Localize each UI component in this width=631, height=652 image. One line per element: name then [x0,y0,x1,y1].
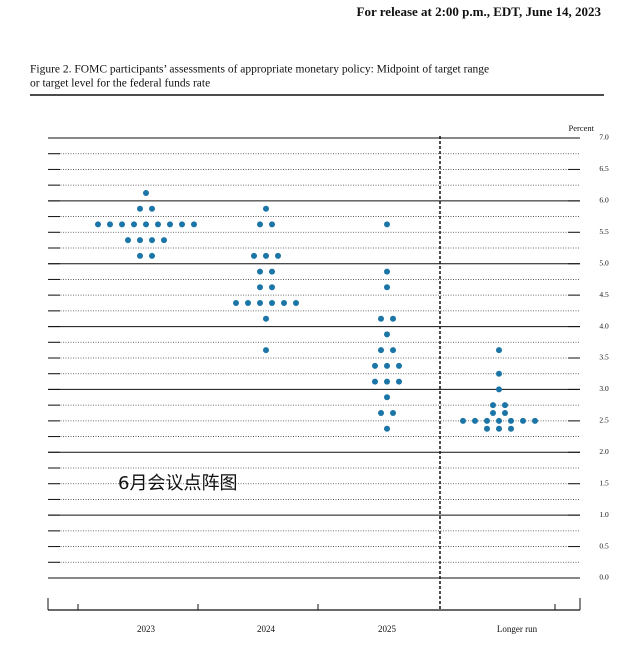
dot [149,205,155,212]
dot [496,386,502,393]
dot [472,417,478,424]
y-tick-label: 0.5 [599,541,609,550]
dot [263,205,269,212]
dot [496,425,502,432]
dot [251,252,257,259]
dot [372,378,378,385]
y-tick-label: 0.0 [599,573,609,582]
chart-title: Figure 2. FOMC participants’ assessments… [30,64,489,76]
y-tick-label: 3.5 [599,353,609,362]
dot [167,221,173,228]
dot [191,221,197,228]
dot [257,268,263,275]
dot [372,362,378,369]
dot [496,417,502,424]
y-tick-label: 2.5 [599,416,609,425]
x-tick-label: Longer run [497,624,538,634]
dot [263,347,269,354]
dot [396,362,402,369]
dot [137,252,143,259]
dot [384,331,390,338]
dot [107,221,113,228]
dot [384,362,390,369]
dot [125,237,131,244]
dot [269,268,275,275]
dot [257,284,263,291]
dot [95,221,101,228]
dot [508,425,514,432]
dot [532,417,538,424]
y-axis-label: Percent [569,123,595,133]
dot [390,315,396,322]
dot [384,268,390,275]
dot [496,347,502,354]
y-tick-label: 5.5 [599,227,609,236]
dot [179,221,185,228]
dot [384,284,390,291]
release-header: For release at 2:00 p.m., EDT, June 14, … [357,4,602,19]
dot [293,300,299,306]
y-tick-label: 3.0 [599,384,609,393]
dot [143,221,149,228]
dot [490,410,496,416]
dot [137,237,143,244]
dot [269,221,275,228]
chart-title: or target level for the federal funds ra… [30,78,210,90]
dot [263,252,269,259]
dot [378,410,384,416]
y-tick-label: 6.5 [599,164,609,173]
dot [384,378,390,385]
dot [245,300,251,306]
annotation: 6月会议点阵图 [118,473,237,494]
dot [161,237,167,244]
dot [378,347,384,354]
dot [257,221,263,228]
dot [149,237,155,244]
dot [390,347,396,354]
dot [460,417,466,424]
dot [508,417,514,424]
dot [149,252,155,259]
dot [496,370,502,377]
dot [143,190,149,196]
y-tick-label: 4.5 [599,290,609,299]
dot [520,417,526,424]
dot [384,221,390,228]
dot [269,300,275,306]
dot [396,378,402,385]
y-tick-label: 1.0 [599,510,609,519]
dot [490,402,496,409]
dot [281,300,287,306]
dot [502,402,508,409]
dot [155,221,161,228]
y-tick-label: 2.0 [599,447,609,456]
dot [131,221,137,228]
dot [384,425,390,432]
dot [233,300,239,306]
dot [390,410,396,416]
dot [484,425,490,432]
dot [119,221,125,228]
y-tick-label: 7.0 [599,133,609,142]
dot [384,394,390,401]
y-tick-label: 6.0 [599,196,609,205]
y-tick-label: 4.0 [599,321,609,330]
dot [502,410,508,416]
dot [257,300,263,306]
dot [484,417,490,424]
dot [269,284,275,291]
dot [378,315,384,322]
x-tick-label: 2024 [257,624,276,634]
y-tick-label: 1.5 [599,478,609,487]
dot [263,315,269,322]
y-tick-label: 5.0 [599,258,609,267]
x-tick-label: 2023 [137,624,156,634]
dot [137,205,143,212]
dot [275,252,281,259]
x-tick-label: 2025 [378,624,397,634]
